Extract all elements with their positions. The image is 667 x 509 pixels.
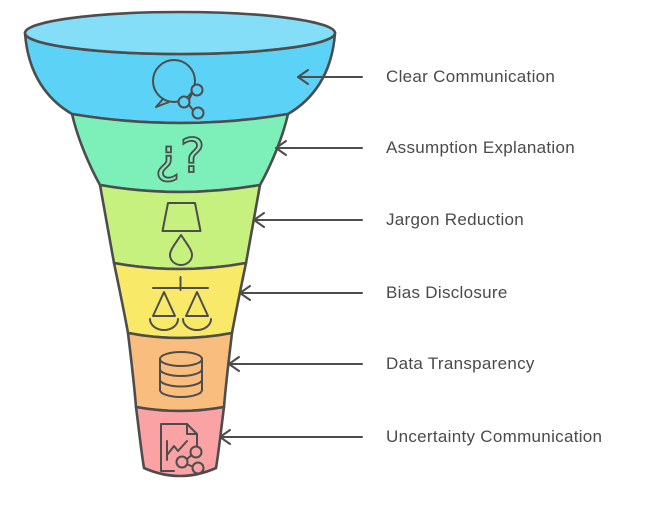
- speech-bubble-share-icon: [152, 59, 205, 120]
- document-chart-icon: [160, 423, 205, 475]
- arrow-clear-communication: [297, 69, 363, 85]
- stage-label-uncertainty-communication: Uncertainty Communication: [386, 427, 603, 446]
- funnel-top-rim: [23, 10, 337, 56]
- scales-icon: [149, 276, 212, 331]
- question-marks-icon: ¿?: [154, 128, 206, 185]
- arrow-data-transparency: [228, 356, 363, 372]
- funnel-stage-data-transparency: [126, 331, 234, 413]
- funnel-body: [23, 10, 337, 478]
- funnel-stage-jargon-reduction: [98, 183, 262, 271]
- svg-text:¿?: ¿?: [155, 129, 205, 184]
- arrow-jargon-reduction: [253, 212, 363, 228]
- arrow-uncertainty-communication: [219, 429, 363, 445]
- database-icon: [159, 351, 203, 398]
- arrow-assumption-explanation: [275, 140, 363, 156]
- stage-label-clear-communication: Clear Communication: [386, 67, 556, 86]
- arrow-bias-disclosure: [239, 285, 363, 301]
- stage-label-assumption-explanation: Assumption Explanation: [386, 138, 575, 157]
- lamp-icon: [161, 202, 202, 266]
- stage-label-data-transparency: Data Transparency: [386, 354, 535, 373]
- funnel-stage-bias-disclosure: [112, 261, 248, 340]
- connector-arrows: [219, 69, 363, 445]
- funnel-stage-uncertainty-communication: [134, 405, 226, 478]
- stage-label-bias-disclosure: Bias Disclosure: [386, 283, 508, 302]
- stage-label-jargon-reduction: Jargon Reduction: [386, 210, 525, 229]
